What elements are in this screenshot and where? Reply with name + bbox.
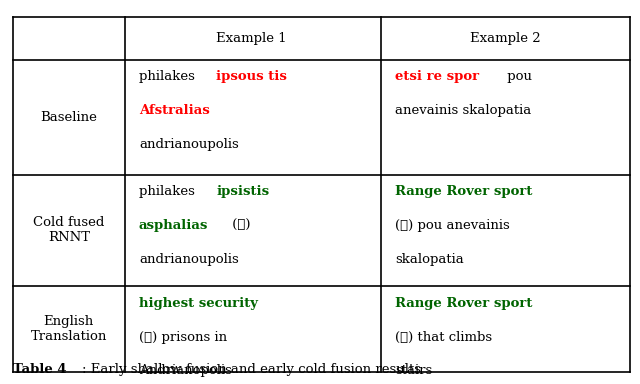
Text: ipsistis: ipsistis [216, 185, 269, 199]
Text: philakes: philakes [139, 185, 199, 199]
Text: philakes: philakes [139, 70, 199, 83]
Text: Cold fused
RNNT: Cold fused RNNT [33, 217, 104, 244]
Text: anevainis skalopatia: anevainis skalopatia [395, 104, 531, 117]
Text: etsi re spor: etsi re spor [395, 70, 479, 83]
Text: Example 2: Example 2 [470, 32, 541, 45]
Text: Afstralias: Afstralias [139, 104, 210, 117]
Text: (✓) prisons in: (✓) prisons in [139, 331, 227, 344]
Text: highest security: highest security [139, 297, 258, 310]
Text: asphalias: asphalias [139, 219, 208, 232]
Text: Range Rover sport: Range Rover sport [395, 297, 532, 310]
Text: (✓) pou anevainis: (✓) pou anevainis [395, 219, 509, 232]
Text: stairs: stairs [395, 364, 432, 377]
Text: Andrianopolis: Andrianopolis [139, 364, 232, 377]
Text: andrianoupolis: andrianoupolis [139, 138, 239, 151]
Text: Baseline: Baseline [40, 111, 97, 124]
Text: (✓): (✓) [228, 219, 251, 232]
Text: Table 4: Table 4 [13, 362, 67, 376]
Text: (✓) that climbs: (✓) that climbs [395, 331, 492, 344]
Text: andrianoupolis: andrianoupolis [139, 253, 239, 266]
Text: : Early shallow fusion and early cold fusion results: : Early shallow fusion and early cold fu… [82, 362, 421, 376]
Text: skalopatia: skalopatia [395, 253, 463, 266]
Text: Example 1: Example 1 [216, 32, 287, 45]
Text: ipsous tis: ipsous tis [216, 70, 287, 83]
Text: Range Rover sport: Range Rover sport [395, 185, 532, 199]
Text: English
Translation: English Translation [31, 315, 107, 343]
Text: pou: pou [504, 70, 532, 83]
